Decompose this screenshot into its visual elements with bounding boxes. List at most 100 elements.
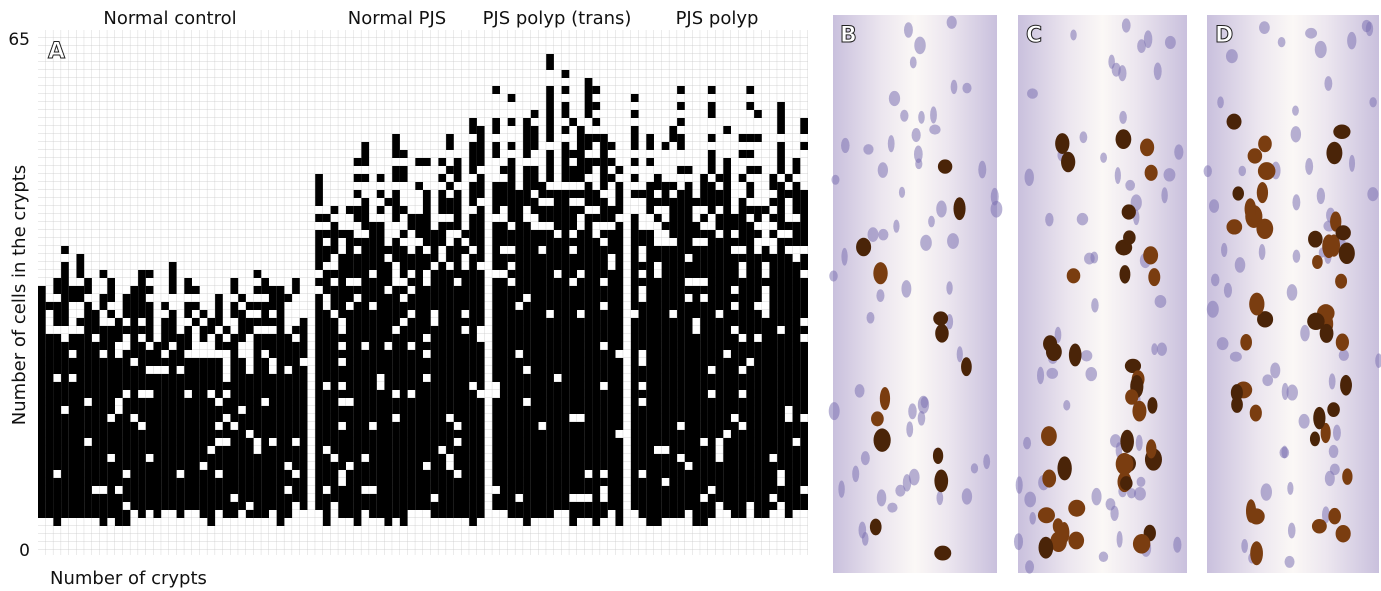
nucleus <box>1314 40 1327 59</box>
nucleus <box>887 502 898 513</box>
cell-run <box>399 302 408 318</box>
cell-run <box>738 430 747 518</box>
cell-run <box>269 286 277 310</box>
cell-run <box>407 254 416 270</box>
cell-run <box>99 294 108 310</box>
cell-run <box>731 294 739 302</box>
stained-nucleus <box>1123 230 1136 245</box>
cell-run <box>476 206 485 262</box>
cell-run <box>415 158 423 166</box>
nucleus <box>887 135 895 153</box>
cell-run <box>769 462 778 494</box>
nucleus <box>1229 351 1242 362</box>
cell-run <box>754 110 762 118</box>
cell-run <box>99 270 108 278</box>
cell-run <box>299 318 308 358</box>
cell-run <box>199 470 208 518</box>
cell-run <box>507 118 516 126</box>
cell-run <box>584 502 593 518</box>
cell-run <box>661 142 670 150</box>
cell-run <box>754 230 762 238</box>
nucleus <box>852 465 860 483</box>
nucleus <box>1328 444 1339 458</box>
cell-run <box>476 398 485 518</box>
cell-run <box>723 126 731 134</box>
nucleus <box>917 410 926 426</box>
cell-run <box>731 238 739 246</box>
cell-run <box>192 318 200 326</box>
cell-run <box>784 254 793 406</box>
nucleus <box>895 484 906 497</box>
cell-run <box>738 150 747 158</box>
cell-run <box>453 158 462 182</box>
nucleus <box>1143 30 1153 49</box>
cell-run <box>407 278 416 286</box>
cell-run <box>215 334 223 350</box>
cell-run <box>130 286 139 358</box>
cell-run <box>145 398 154 454</box>
nucleus <box>1063 400 1071 411</box>
cell-run <box>731 214 739 230</box>
cell-run <box>569 238 577 246</box>
stained-nucleus <box>1256 182 1269 204</box>
cell-run <box>392 398 400 414</box>
cell-run <box>130 422 139 510</box>
stained-nucleus <box>1240 333 1252 351</box>
cell-run <box>284 374 293 462</box>
cell-run <box>322 214 331 222</box>
cell-run <box>145 462 154 510</box>
cell-run <box>615 438 624 526</box>
stained-nucleus <box>1115 129 1132 150</box>
cell-run <box>115 358 123 398</box>
cell-run <box>338 430 346 470</box>
stained-nucleus <box>856 237 872 257</box>
cell-run <box>661 486 670 518</box>
stained-nucleus <box>873 428 891 452</box>
cell-run <box>353 302 362 526</box>
cell-run <box>453 430 462 438</box>
stained-nucleus <box>1312 254 1323 270</box>
cell-run <box>399 230 408 238</box>
stained-nucleus <box>873 262 888 285</box>
cell-run <box>769 198 778 206</box>
cell-run <box>322 494 331 526</box>
cell-run <box>68 382 77 518</box>
cell-run <box>469 142 477 174</box>
cell-run <box>607 206 616 222</box>
nucleus <box>1221 242 1228 258</box>
nucleus <box>1349 154 1356 172</box>
cell-run <box>45 334 54 518</box>
cell-run <box>453 190 462 230</box>
cell-run <box>569 286 577 414</box>
cell-run <box>222 342 231 350</box>
cell-run <box>607 142 616 150</box>
cell-run <box>330 286 339 310</box>
nucleus <box>1119 110 1127 124</box>
cell-run <box>361 174 370 182</box>
cell-run <box>746 86 755 94</box>
cell-run <box>661 222 670 230</box>
nucleus <box>1259 21 1270 35</box>
cell-run <box>715 174 724 182</box>
nucleus <box>1210 273 1220 287</box>
cell-run <box>777 334 785 470</box>
cell-run <box>222 326 231 334</box>
cell-run <box>230 334 239 422</box>
cell-run <box>707 374 716 390</box>
stained-nucleus <box>869 518 882 536</box>
cell-run <box>784 174 793 182</box>
stained-nucleus <box>1119 265 1131 284</box>
cell-run <box>677 166 685 174</box>
cell-run <box>700 246 708 278</box>
cell-run <box>415 182 423 190</box>
cell-run <box>738 174 747 182</box>
nucleus <box>918 110 925 124</box>
cell-run <box>238 414 246 510</box>
stained-nucleus <box>1226 113 1242 130</box>
nucleus <box>913 145 923 164</box>
cell-run <box>569 150 577 158</box>
cell-run <box>438 158 447 166</box>
nucleus <box>946 15 957 29</box>
nucleus <box>1076 212 1089 226</box>
